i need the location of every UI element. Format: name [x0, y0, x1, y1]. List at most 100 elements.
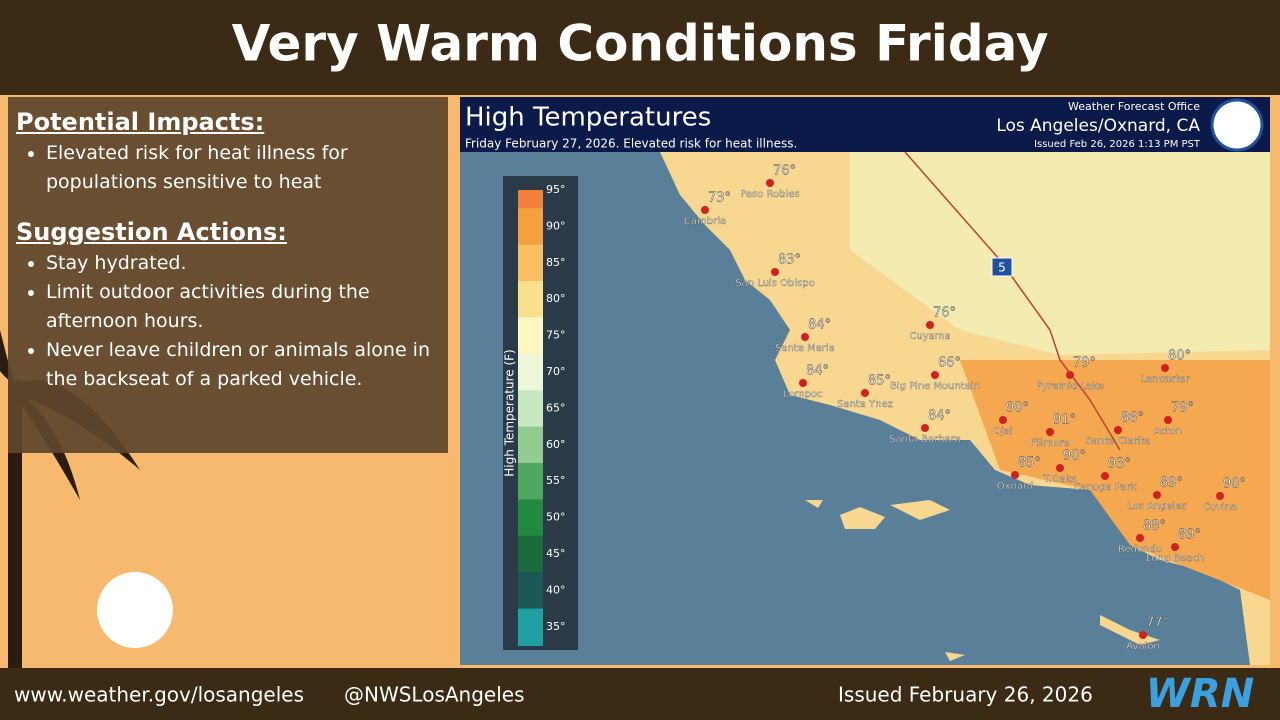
- city-name: Ojai: [993, 426, 1013, 437]
- city-temp: 85°: [1018, 456, 1041, 471]
- nws-logo: [1210, 98, 1264, 152]
- city-dot: [861, 389, 869, 397]
- footer-url: www.weather.gov/losangeles: [14, 683, 304, 707]
- city-temp: 85°: [868, 374, 891, 389]
- legend: 95° 90° 85° 80° 75° 70° 65° 60° 55° 50° 45° 40° 35°: [518, 183, 566, 646]
- list-item: Never leave children or animals alone in…: [46, 336, 440, 394]
- city-dot: [926, 321, 934, 329]
- city-name: Cambria: [684, 216, 726, 227]
- interstate: [904, 151, 1121, 451]
- legend-swatch: [518, 463, 543, 501]
- city-name: Canoga Park: [1074, 482, 1137, 493]
- city-dot: [1216, 492, 1224, 500]
- city-dot: [1046, 428, 1054, 436]
- city-temp: 86°: [1121, 411, 1144, 426]
- city-temp: 90°: [1063, 449, 1086, 464]
- highway-number: 5: [998, 261, 1006, 275]
- legend-label: 35°: [546, 620, 566, 633]
- title-bar: [0, 0, 1280, 95]
- city-dot: [701, 206, 709, 214]
- legend-label: 85°: [546, 256, 566, 269]
- city-dot: [771, 268, 779, 276]
- city-name: Santa Maria: [775, 343, 835, 354]
- legend-label: 45°: [546, 547, 566, 560]
- legend-swatch: [518, 535, 543, 574]
- legend-label: 50°: [546, 511, 566, 524]
- city-temp: 76°: [933, 306, 956, 321]
- city-dot: [1066, 371, 1074, 379]
- city-name: Los Angeles: [1127, 501, 1187, 512]
- city-dot: [1139, 631, 1147, 639]
- legend-label: 75°: [546, 329, 566, 342]
- city-dot: [1161, 364, 1169, 372]
- city-name: Acton: [1154, 426, 1183, 437]
- islands: [805, 500, 1160, 661]
- city-temp: 80°: [1168, 349, 1191, 364]
- legend-swatch: [518, 244, 543, 282]
- city-name: Covina: [1203, 502, 1237, 513]
- city-temp: 77°: [1146, 616, 1169, 631]
- city-dot: [1056, 464, 1064, 472]
- city-dot: [1114, 426, 1122, 434]
- city-temp: 88°: [1143, 519, 1166, 534]
- legend-swatch: [518, 190, 543, 210]
- office-name: Los Angeles/Oxnard, CA: [996, 116, 1200, 136]
- title: Very Warm Conditions Friday: [232, 15, 1049, 73]
- city-name: Avalon: [1126, 641, 1160, 652]
- city-temp: 89°: [1160, 476, 1183, 491]
- city-name: Paso Robles: [740, 189, 799, 200]
- legend-swatch: [518, 608, 543, 646]
- legend-swatch: [518, 390, 543, 428]
- list-item: Elevated risk for heat illness for popul…: [46, 139, 440, 197]
- city-temp: 79°: [1073, 356, 1096, 371]
- legend-label: 90°: [546, 219, 566, 232]
- actions-heading: Suggestion Actions:: [16, 218, 287, 246]
- legend-swatch: [518, 499, 543, 537]
- city-name: Lancaster: [1140, 374, 1190, 385]
- map-title: High Temperatures: [465, 103, 711, 133]
- legend-label: 95°: [546, 183, 566, 196]
- legend-swatch: [518, 208, 543, 246]
- city-temp: 84°: [808, 318, 831, 333]
- city-dot: [921, 424, 929, 432]
- list-item: Limit outdoor activities during the afte…: [46, 278, 440, 336]
- legend-label: 40°: [546, 583, 566, 596]
- legend-swatch: [518, 353, 543, 392]
- map-subtitle: Friday February 27, 2026. Elevated risk …: [465, 137, 797, 151]
- city-dot: [1164, 416, 1172, 424]
- legend-label: 55°: [546, 474, 566, 487]
- city-dot: [1153, 491, 1161, 499]
- footer-bar: [0, 668, 1280, 720]
- impacts-list: Elevated risk for heat illness for popul…: [16, 139, 440, 197]
- city-temp: 84°: [806, 364, 829, 379]
- legend-label: 60°: [546, 438, 566, 451]
- city-dot: [1011, 471, 1019, 479]
- info-panel: Potential Impacts: Elevated risk for hea…: [8, 97, 448, 453]
- city-temp: 91°: [1053, 413, 1076, 428]
- sun: [97, 572, 173, 648]
- map-header: [460, 97, 1270, 152]
- issued-time: Issued Feb 26, 2026 1:13 PM PST: [1034, 139, 1201, 150]
- cities: 73° Cambria 76° Paso Robles 83° San Luis Obis…: [684, 163, 1247, 652]
- city-dot: [1136, 534, 1144, 542]
- city-name: San Luis Obispo: [735, 278, 815, 289]
- land-hot: [960, 360, 1270, 600]
- logo: WRN: [1146, 671, 1254, 717]
- impacts-heading: Potential Impacts:: [16, 108, 265, 136]
- city-name: Redondo: [1118, 544, 1162, 555]
- city-name: Lompoc: [783, 389, 822, 400]
- city-dot: [999, 416, 1007, 424]
- footer-handle: @NWSLosAngeles: [344, 683, 525, 707]
- footer-issued: Issued February 26, 2026: [838, 683, 1093, 707]
- city-name: Fillmore: [1030, 438, 1069, 449]
- city-name: Santa Clarita: [1086, 436, 1151, 447]
- city-dot: [1101, 472, 1109, 480]
- city-name: Santa Ynez: [837, 399, 893, 410]
- city-temp: 76°: [773, 164, 796, 179]
- city-dot: [801, 333, 809, 341]
- office: Weather Forecast Office: [1068, 100, 1200, 113]
- legend-swatch: [518, 317, 543, 355]
- legend-swatch: [518, 281, 543, 319]
- legend-label: 65°: [546, 401, 566, 414]
- actions-list: Stay hydrated.Limit outdoor activities d…: [16, 249, 440, 394]
